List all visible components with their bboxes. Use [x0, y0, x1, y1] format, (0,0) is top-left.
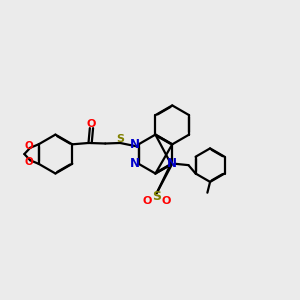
Text: S: S: [117, 134, 124, 144]
Text: N: N: [167, 157, 177, 170]
Text: O: O: [161, 196, 171, 206]
Text: O: O: [24, 157, 33, 166]
Text: O: O: [24, 142, 33, 152]
Text: N: N: [130, 138, 140, 151]
Text: S: S: [152, 190, 161, 203]
Text: O: O: [87, 119, 96, 129]
Text: O: O: [142, 196, 152, 206]
Text: N: N: [130, 157, 140, 170]
